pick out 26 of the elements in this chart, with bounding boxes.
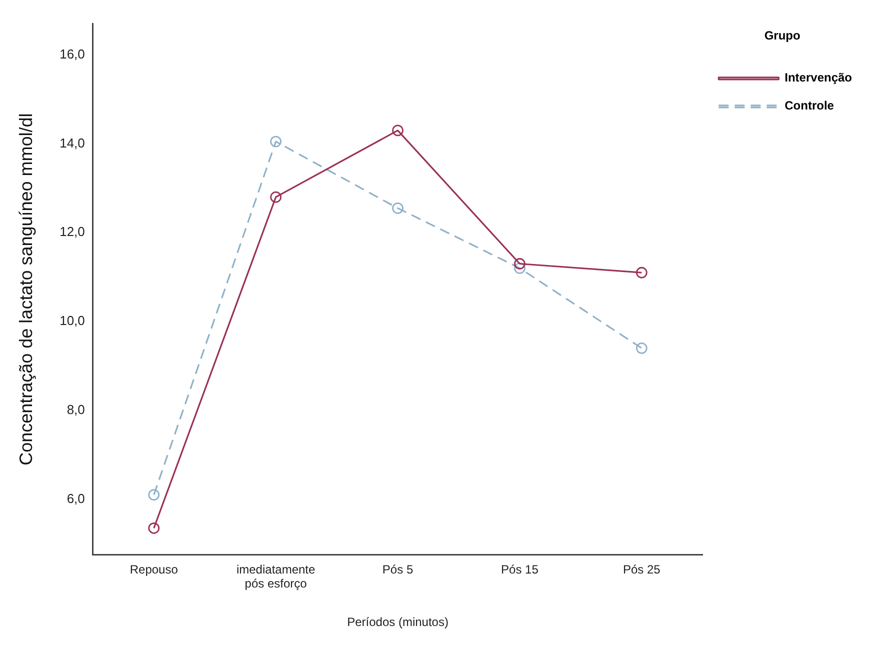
y-tick-label: 6,0 <box>66 490 85 506</box>
point <box>514 258 526 270</box>
y-tick-label: 8,0 <box>66 402 85 417</box>
point <box>270 136 282 148</box>
point <box>392 202 404 214</box>
x-tick-label: Pós 15 <box>501 562 539 576</box>
x-tick-label: imediatamente pós esforço <box>236 562 316 591</box>
x-tick-label: Pós 25 <box>622 562 661 576</box>
point <box>636 266 648 278</box>
point <box>392 124 404 136</box>
point <box>148 489 160 501</box>
point <box>636 342 648 354</box>
y-axis-title: Concentração de lactato sanguíneo mmol/dl <box>16 113 36 466</box>
x-axis-title: Períodos (minutos) <box>347 615 448 630</box>
y-tick-label: 12,0 <box>60 224 85 240</box>
legend-label: Intervenção <box>784 70 852 85</box>
y-tick-label: 10,0 <box>60 313 85 328</box>
legend-label: Controle <box>784 98 834 113</box>
point <box>148 522 160 534</box>
y-tick-label: 16,0 <box>60 46 85 62</box>
legend-title: Grupo <box>764 28 800 42</box>
y-tick-label: 14,0 <box>60 135 85 150</box>
point <box>514 262 526 274</box>
x-tick-label: Repouso <box>130 562 178 576</box>
x-tick-label: Pós 5 <box>382 562 414 576</box>
point <box>270 191 282 203</box>
